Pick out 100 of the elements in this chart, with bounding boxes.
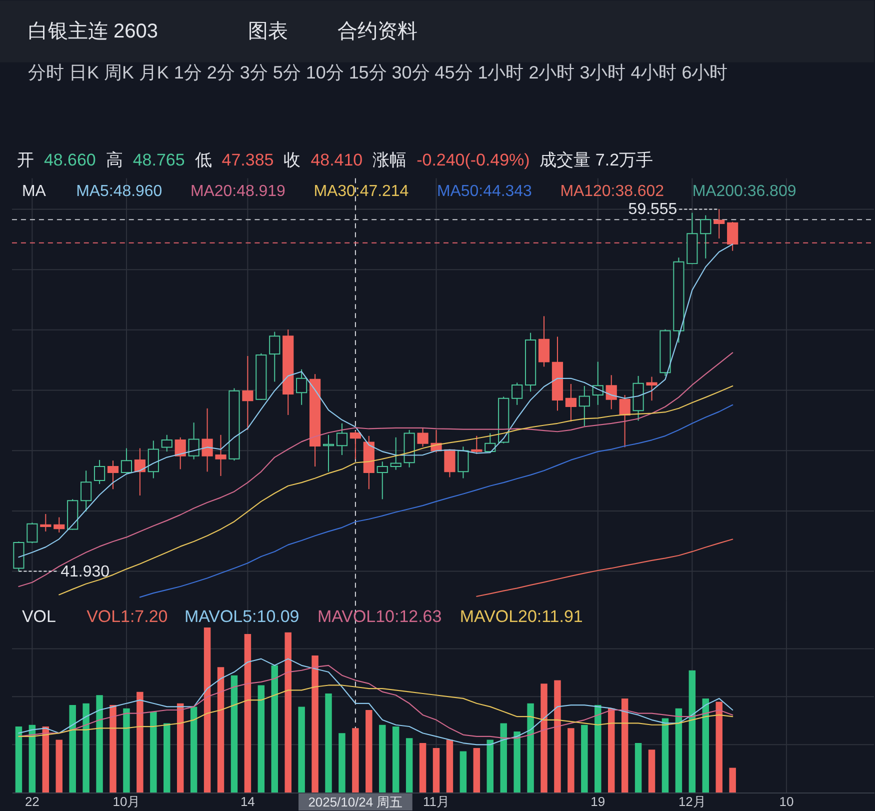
bar <box>271 665 278 793</box>
candlestick <box>350 430 361 460</box>
text: MA30:47.214 <box>314 183 409 200</box>
bar <box>110 705 116 793</box>
candlestick <box>188 422 200 460</box>
bar <box>648 750 656 793</box>
text: 高 <box>106 150 123 170</box>
x-tick-label: 14 <box>240 794 255 810</box>
bar <box>338 733 346 793</box>
bar <box>164 723 170 793</box>
bar <box>298 706 305 793</box>
candlestick <box>727 221 738 252</box>
bar <box>568 728 574 793</box>
bar <box>15 726 22 793</box>
bar <box>716 702 722 793</box>
x-tick-label: 12月 <box>678 794 706 810</box>
candlestick <box>444 448 456 478</box>
text: -0.240(-0.49%) <box>416 150 530 170</box>
bar <box>56 740 62 793</box>
text: MAVOL5:10.09 <box>184 606 300 626</box>
bar <box>460 751 467 793</box>
text: 开 <box>16 150 34 170</box>
bar <box>204 627 211 793</box>
text: 白银主连 2603 <box>28 19 158 42</box>
candlestick <box>458 446 469 479</box>
candlestick <box>242 356 254 430</box>
x-tick-label: 22 <box>24 794 40 810</box>
candlestick <box>376 461 388 500</box>
annotation: 59.555 <box>628 201 678 218</box>
text: MA5:48.960 <box>76 183 162 200</box>
bar <box>608 708 615 793</box>
candlestick <box>700 214 712 259</box>
candlestick <box>296 368 308 406</box>
bar <box>230 675 238 793</box>
text: 48.660 <box>44 150 96 170</box>
bar <box>258 685 265 793</box>
bar <box>446 740 454 793</box>
candlestick <box>471 435 482 455</box>
candlestick <box>578 386 590 427</box>
bar <box>325 693 332 793</box>
candlestick <box>619 394 630 448</box>
candlestick <box>174 436 186 470</box>
candlestick <box>417 428 428 448</box>
bar <box>527 703 534 793</box>
bar <box>581 724 588 793</box>
candlestick <box>565 383 576 422</box>
legend-label: MA200:36.809 <box>692 183 796 200</box>
candlestick <box>484 432 496 454</box>
candlestick <box>120 448 132 474</box>
x-tick-label: 10月 <box>112 794 140 810</box>
candlestick <box>512 382 523 406</box>
candlestick <box>336 422 348 456</box>
bar <box>82 703 90 793</box>
text: MAVOL10:12.63 <box>317 606 442 626</box>
text: 合约资料 <box>338 20 418 42</box>
candlestick <box>26 522 38 544</box>
bar <box>136 692 144 793</box>
bar <box>486 740 494 793</box>
bar <box>675 708 682 793</box>
text: 涨幅 <box>372 150 407 170</box>
candlestick <box>202 408 213 472</box>
bar <box>554 680 561 793</box>
annotation: 41.930 <box>60 563 110 580</box>
text: 48.765 <box>132 150 185 170</box>
candlestick <box>322 434 334 472</box>
bar <box>500 723 507 793</box>
bar <box>702 698 710 793</box>
bar <box>432 748 440 793</box>
bar <box>190 706 198 793</box>
bar <box>594 705 602 793</box>
text: MA120:38.602 <box>560 183 664 200</box>
bar <box>392 726 400 793</box>
candlestick <box>161 434 172 452</box>
bar <box>284 632 292 793</box>
bar <box>662 718 669 793</box>
bar <box>123 708 130 793</box>
candlestick <box>148 440 159 479</box>
legend-title: VOL <box>22 606 56 626</box>
bar <box>473 748 480 793</box>
candlestick <box>94 459 106 484</box>
bar <box>634 743 642 793</box>
x-tick-label: 10 <box>779 794 794 810</box>
candlestick <box>714 208 725 239</box>
bar <box>514 731 520 793</box>
bar <box>42 726 50 793</box>
bar <box>312 656 318 793</box>
candlestick <box>538 316 550 368</box>
bar <box>419 743 426 793</box>
text: 收 <box>284 150 301 170</box>
bar <box>96 695 103 793</box>
x-tick-label: 11月 <box>423 794 450 810</box>
x-tick-label: 19 <box>590 794 606 810</box>
bar <box>688 670 696 793</box>
candlestick <box>269 331 280 382</box>
text: MA20:48.919 <box>190 183 286 200</box>
candlestick <box>107 460 119 490</box>
candlestick <box>80 470 92 512</box>
text: 分时 日K 周K 月K 1分 2分 3分 5分 10分 15分 30分 45分 1小时 2小时 3小时 4小时 6小时 <box>28 62 728 82</box>
bar <box>69 705 76 793</box>
bar <box>621 698 628 793</box>
